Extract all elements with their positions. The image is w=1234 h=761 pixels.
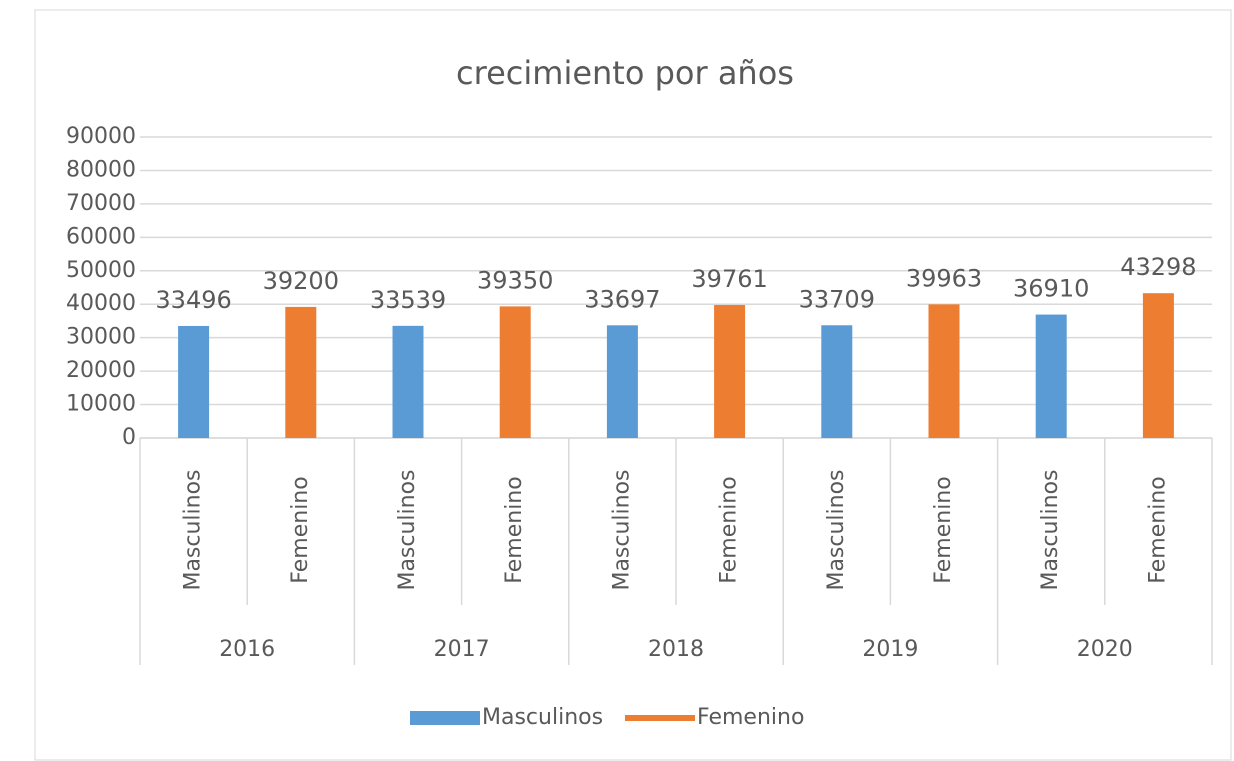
data-label: 33709 [799, 285, 875, 313]
bar [1035, 314, 1067, 438]
y-tick-label: 0 [122, 425, 136, 450]
group-label: 2020 [1077, 637, 1133, 662]
y-tick-label: 30000 [66, 325, 136, 350]
bar [821, 325, 853, 438]
data-label: 39350 [477, 266, 553, 294]
y-tick-label: 20000 [66, 358, 136, 383]
x-tick-label: Masculinos [181, 469, 206, 590]
data-label: 33539 [370, 286, 446, 314]
group-label: 2018 [648, 637, 704, 662]
y-tick-label: 10000 [66, 392, 136, 417]
data-label: 39200 [263, 267, 339, 295]
bar [285, 306, 317, 438]
bar [1142, 293, 1174, 438]
y-tick-label: 60000 [66, 224, 136, 249]
x-tick-label: Femenino [717, 476, 742, 583]
bar [499, 306, 531, 438]
y-tick-label: 90000 [66, 124, 136, 149]
chart-title: crecimiento por años [456, 54, 794, 92]
bar [928, 304, 960, 438]
data-label: 39761 [691, 265, 767, 293]
legend-swatch [410, 711, 480, 725]
y-tick-label: 80000 [66, 157, 136, 182]
data-label: 33697 [584, 285, 660, 313]
bar [392, 325, 424, 438]
group-label: 2017 [434, 637, 490, 662]
y-tick-label: 40000 [66, 291, 136, 316]
legend-label: Masculinos [482, 705, 603, 730]
legend-label: Femenino [697, 705, 804, 730]
bar [714, 305, 746, 438]
x-tick-label: Femenino [288, 476, 313, 583]
bar [606, 325, 638, 438]
group-label: 2016 [219, 637, 275, 662]
x-tick-label: Masculinos [824, 469, 849, 590]
x-tick-label: Femenino [502, 476, 527, 583]
x-tick-label: Femenino [1145, 476, 1170, 583]
group-label: 2019 [862, 637, 918, 662]
x-tick-label: Masculinos [609, 469, 634, 590]
y-tick-label: 70000 [66, 191, 136, 216]
x-tick-label: Masculinos [1038, 469, 1063, 590]
bar [178, 325, 210, 438]
y-tick-label: 50000 [66, 258, 136, 283]
data-label: 36910 [1013, 275, 1089, 303]
x-tick-label: Masculinos [395, 469, 420, 590]
data-label: 43298 [1120, 253, 1196, 281]
data-label: 33496 [155, 286, 231, 314]
x-tick-label: Femenino [931, 476, 956, 583]
data-label: 39963 [906, 264, 982, 292]
